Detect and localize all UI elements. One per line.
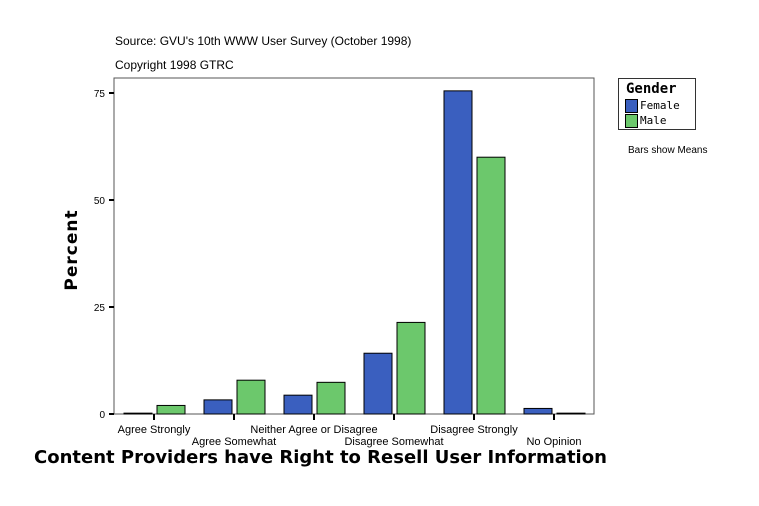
legend-swatch-male (625, 114, 638, 128)
legend-item-female: Female (625, 99, 680, 113)
bar-male (156, 404, 186, 415)
legend-swatch-female (625, 99, 638, 113)
x-axis-label: Content Providers have Right to Resell U… (34, 447, 607, 468)
bar-male (476, 156, 506, 415)
bar-female (523, 407, 553, 415)
bar-female (443, 90, 473, 415)
y-tick-label: 75 (94, 89, 106, 100)
source-note: Source: GVU's 10th WWW User Survey (Octo… (115, 34, 412, 48)
bar-male (396, 321, 426, 415)
x-tick-label: Disagree Somewhat (344, 436, 443, 448)
bar-female (283, 394, 313, 415)
y-axis-label: Percent (62, 209, 82, 291)
x-tick-label: Neither Agree or Disagree (250, 424, 377, 436)
means-note: Bars show Means (628, 145, 708, 156)
y-tick-label: 25 (94, 303, 106, 314)
x-tick-label: Disagree Strongly (430, 424, 518, 436)
bar-male (316, 381, 346, 415)
legend-label-male: Male (640, 114, 667, 127)
legend-item-male: Male (625, 114, 667, 128)
copyright-note: Copyright 1998 GTRC (115, 58, 234, 72)
x-tick-label: Agree Strongly (118, 424, 191, 436)
plot-frame (113, 77, 595, 415)
legend-title: Gender (626, 81, 677, 97)
legend-label-female: Female (640, 99, 680, 112)
x-tick-label: No Opinion (526, 436, 581, 448)
legend: Gender Female Male (618, 78, 696, 130)
bar-female (363, 352, 393, 415)
bar-male (236, 379, 266, 415)
bar-female (123, 412, 153, 415)
bar-male (556, 412, 586, 415)
x-tick-label: Agree Somewhat (192, 436, 276, 448)
bar-female (203, 399, 233, 415)
y-tick-label: 50 (94, 196, 106, 207)
y-tick-label: 0 (99, 410, 105, 421)
